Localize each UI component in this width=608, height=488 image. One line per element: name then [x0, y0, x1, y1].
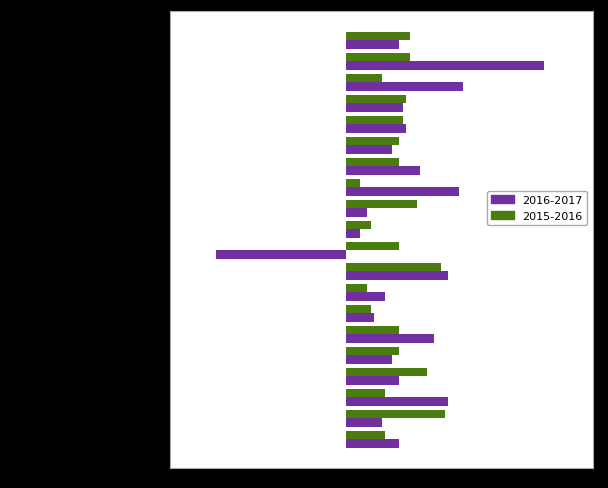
Bar [347, 83, 463, 92]
Bar [347, 410, 445, 418]
Bar [347, 439, 399, 448]
Bar [347, 180, 361, 188]
Bar [347, 117, 402, 125]
Bar [347, 326, 399, 335]
Bar [347, 389, 385, 397]
Bar [347, 125, 406, 134]
Bar [347, 201, 416, 209]
Bar [347, 75, 382, 83]
Bar [347, 285, 367, 293]
Bar [347, 222, 371, 230]
Bar [347, 347, 399, 356]
Legend: 2016-2017, 2015-2016: 2016-2017, 2015-2016 [487, 191, 587, 225]
Bar [347, 159, 399, 167]
Bar [347, 146, 392, 154]
Bar [347, 33, 410, 41]
Bar [347, 54, 410, 62]
Bar [347, 368, 427, 377]
Bar [347, 138, 399, 146]
Bar [347, 377, 399, 385]
Bar [347, 167, 420, 175]
Bar [347, 397, 449, 406]
Bar [347, 62, 544, 71]
Bar [347, 314, 375, 322]
Bar [347, 41, 399, 50]
Bar [347, 293, 385, 301]
Bar [347, 243, 399, 251]
Bar [347, 356, 392, 364]
Bar [347, 104, 402, 113]
Bar [347, 264, 441, 272]
Bar [347, 431, 385, 439]
Bar [347, 305, 371, 314]
Bar [347, 230, 361, 238]
Bar [347, 188, 459, 196]
Bar [347, 418, 382, 427]
Bar [216, 251, 347, 259]
Bar [347, 209, 367, 217]
Bar [347, 335, 434, 343]
Bar [347, 96, 406, 104]
Bar [347, 272, 449, 280]
